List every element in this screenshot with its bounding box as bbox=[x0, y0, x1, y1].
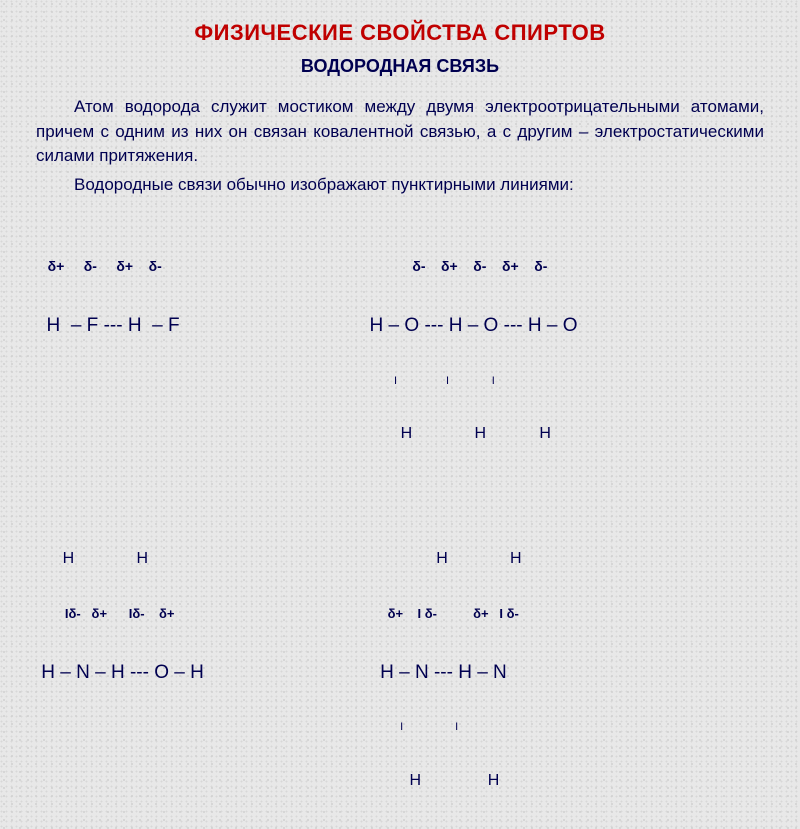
slide-title: ФИЗИЧЕСКИЕ СВОЙСТВА СПИРТОВ bbox=[36, 20, 764, 46]
nh-nh-charges: δ+ I δ- δ+ I δ- bbox=[370, 607, 764, 621]
hf-charges: δ+ δ- δ+ δ- bbox=[36, 259, 352, 274]
formula-grid: δ+ δ- δ+ δ- H – F --- H – F δ- δ+ δ- δ+ … bbox=[36, 220, 764, 829]
nh-nh-topH: H H bbox=[370, 550, 764, 568]
paragraph-1: Атом водорода служит мостиком между двум… bbox=[36, 95, 764, 169]
h2o-main: H – O --- H – O --- H – O bbox=[370, 316, 764, 337]
slide-subtitle: ВОДОРОДНАЯ СВЯЗЬ bbox=[36, 56, 764, 77]
formula-nh-oh: H H Iδ- δ+ Iδ- δ+ H – N – H --- O – H bbox=[36, 510, 352, 829]
nh-oh-charges: Iδ- δ+ Iδ- δ+ bbox=[36, 607, 352, 621]
h2o-charges: δ- δ+ δ- δ+ δ- bbox=[370, 259, 764, 274]
nh-nh-main: H – N --- H – N bbox=[370, 663, 764, 684]
paragraph-2: Водородные связи обычно изображают пункт… bbox=[36, 173, 764, 198]
nh-nh-below: H H bbox=[370, 772, 764, 790]
formula-nh-nh: H H δ+ I δ- δ+ I δ- H – N --- H – N I I … bbox=[370, 510, 764, 829]
formula-h2o: δ- δ+ δ- δ+ δ- H – O --- H – O --- H – O… bbox=[370, 220, 764, 483]
nh-oh-main: H – N – H --- O – H bbox=[36, 663, 352, 684]
nh-oh-topH: H H bbox=[36, 550, 352, 568]
h2o-below: H H H bbox=[370, 425, 764, 443]
hf-main: H – F --- H – F bbox=[36, 316, 352, 337]
h2o-bars: I I I bbox=[370, 377, 764, 386]
formula-hf: δ+ δ- δ+ δ- H – F --- H – F bbox=[36, 220, 352, 483]
nh-nh-bars: I I bbox=[370, 723, 764, 732]
